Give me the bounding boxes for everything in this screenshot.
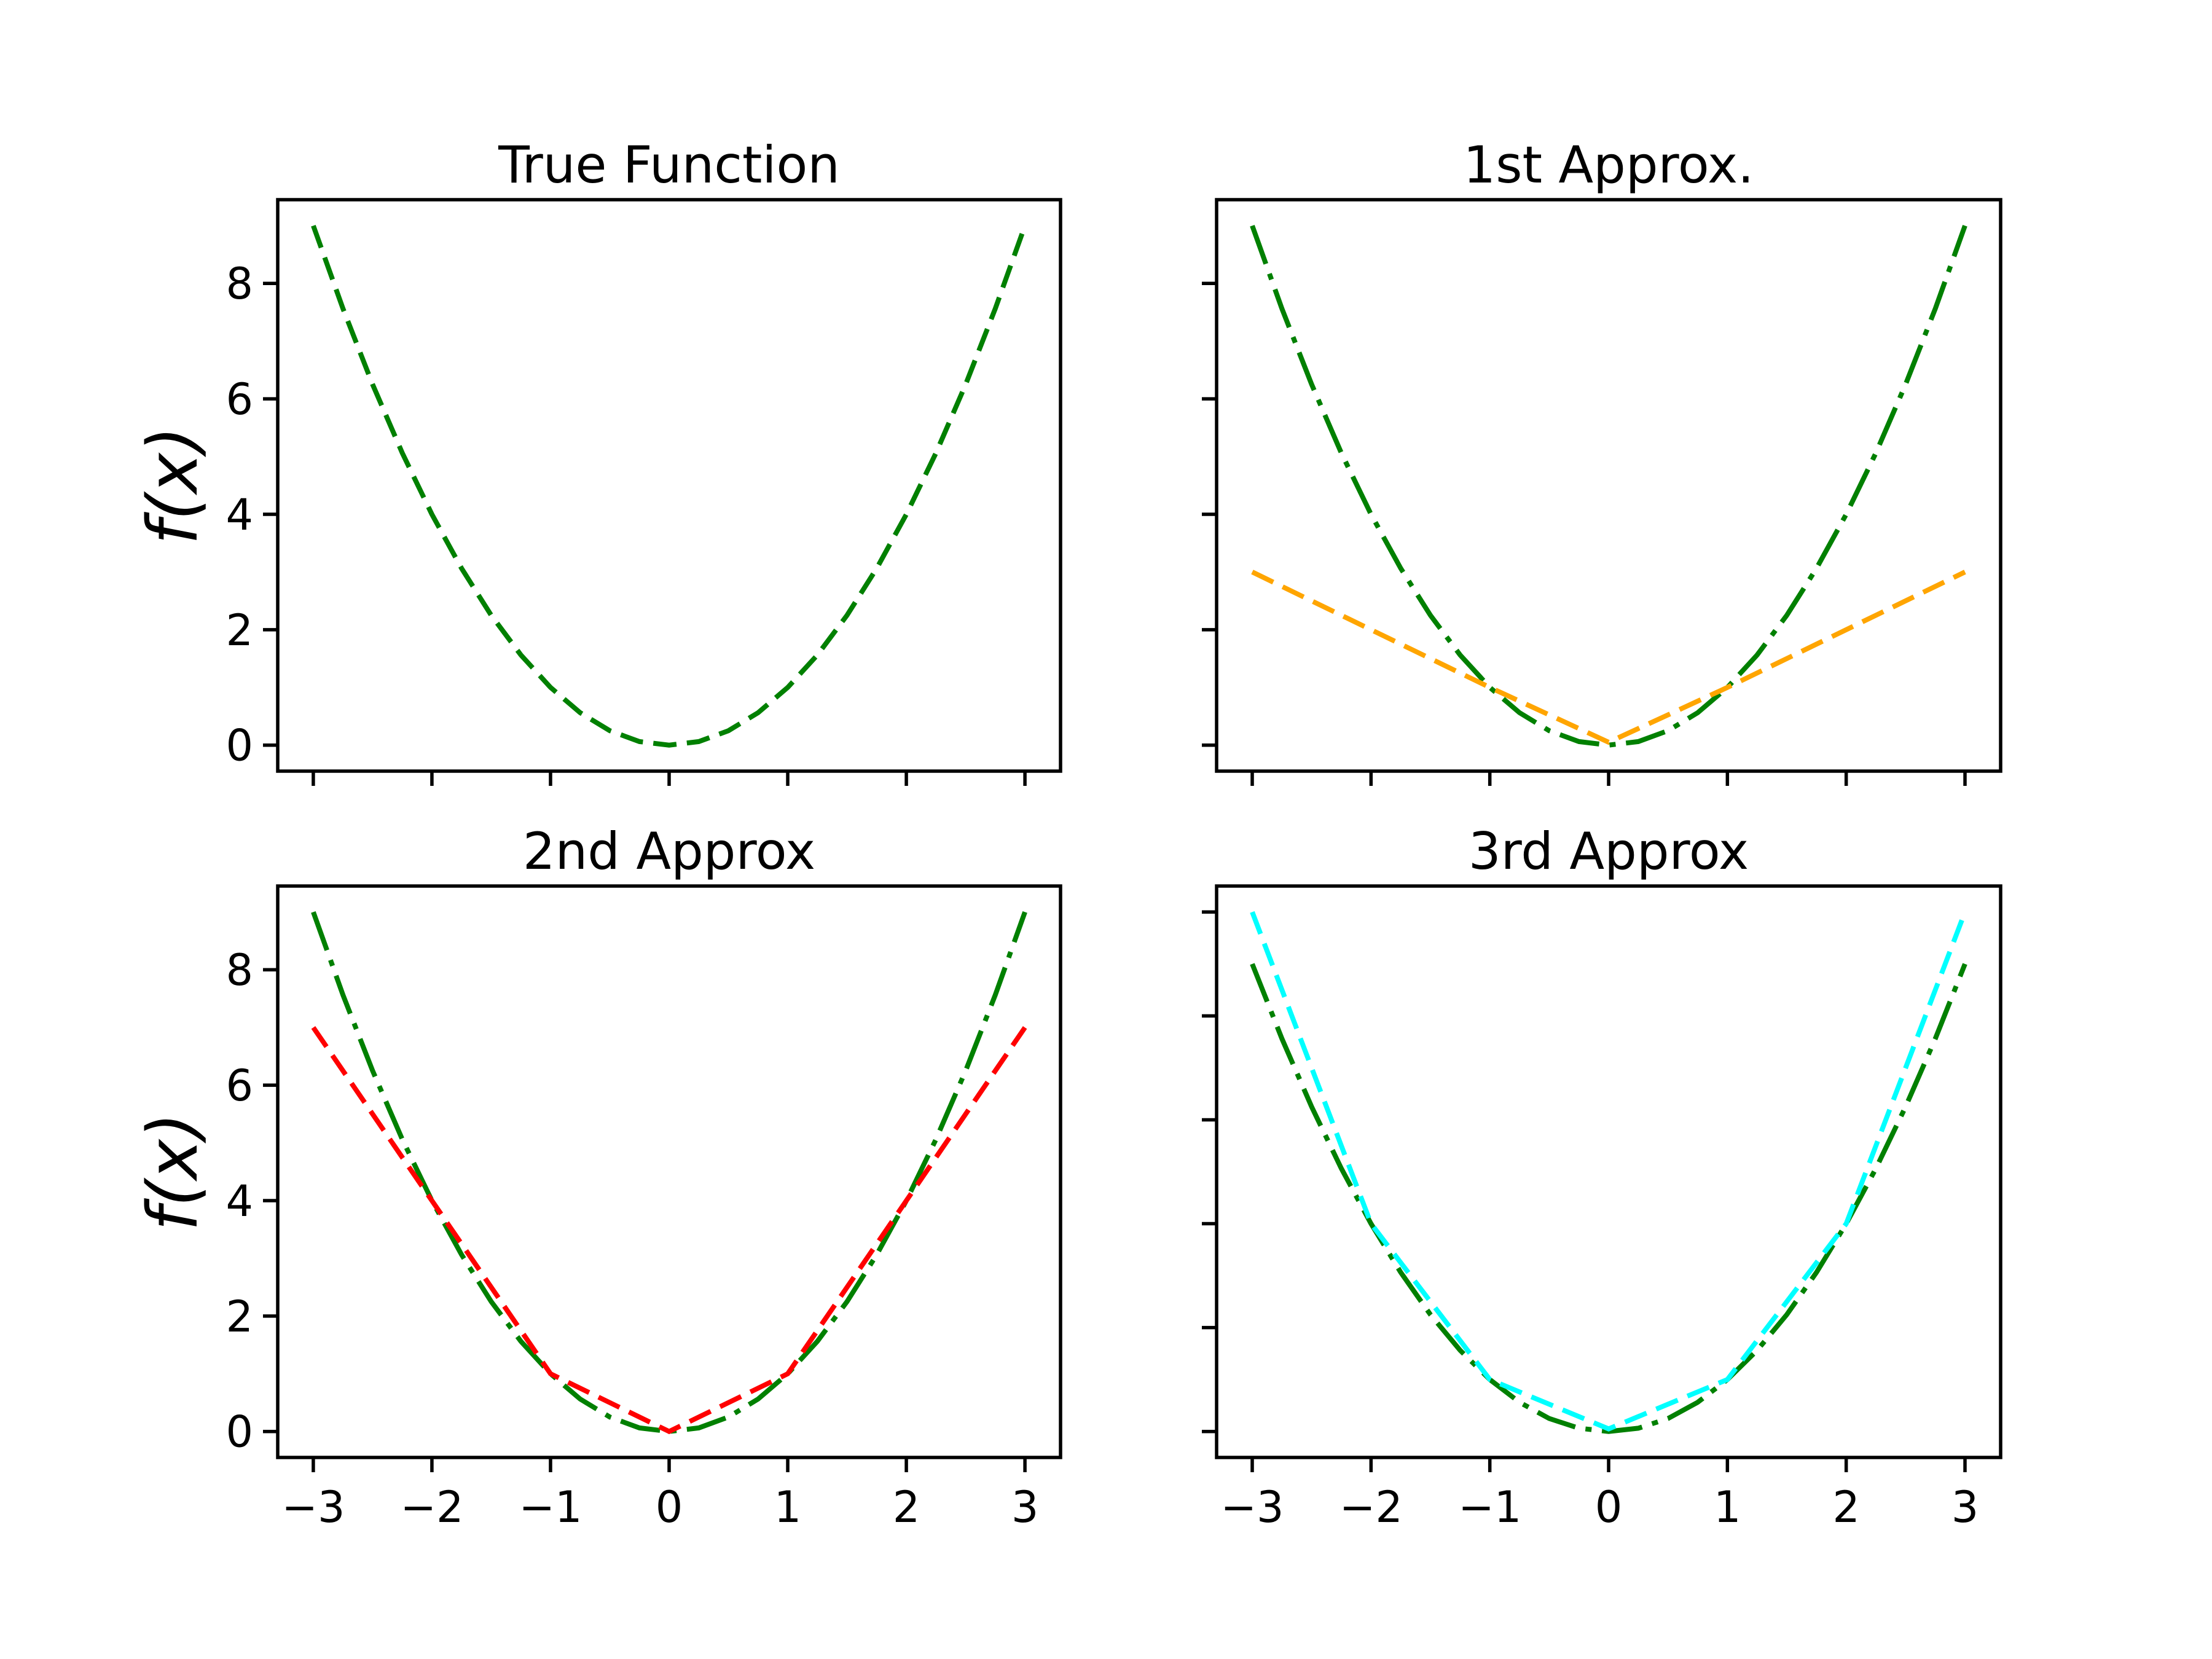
y-tick-label: 6 (226, 374, 253, 425)
subplot-2: 1st Approx. (1202, 135, 2002, 786)
series-line-true-function (311, 224, 1027, 748)
x-tick-label: −1 (1458, 1482, 1521, 1532)
y-tick-label: 8 (226, 259, 253, 309)
y-tick-label: 8 (226, 945, 253, 995)
axes-frame (276, 884, 1062, 1459)
x-tick-label: 2 (893, 1482, 920, 1532)
y-tick-label: 4 (226, 490, 253, 540)
subplot-title: 1st Approx. (1463, 135, 1754, 195)
y-tick-label: 0 (226, 721, 253, 771)
x-tick-label: −3 (281, 1482, 345, 1532)
subplot-4: −3 −2 −1 0 1 2 3 3rd Approx (1202, 822, 2002, 1532)
x-tick-label: −1 (519, 1482, 582, 1532)
subplot-3: −3 −2 −1 0 1 2 3 0 2 4 6 8 2nd Approx f(x) (133, 822, 1062, 1532)
x-tick-label: 1 (774, 1482, 802, 1532)
y-tick-label: 6 (226, 1061, 253, 1111)
series-line-3rd-approximation (1250, 911, 1967, 1432)
axes-frame (276, 198, 1062, 773)
y-tick-label: 2 (226, 1292, 253, 1342)
series-line-2nd-approximation (311, 1026, 1027, 1435)
y-axis-label: f(x) (133, 426, 213, 544)
subplot-title: 2nd Approx (523, 822, 815, 881)
series-line-true-function (1250, 224, 1967, 748)
x-tick-label: −2 (400, 1482, 463, 1532)
x-tick-label: 3 (1011, 1482, 1039, 1532)
x-tick-label: 1 (1714, 1482, 1741, 1532)
x-tick-label: 0 (656, 1482, 683, 1532)
subplot-title: 3rd Approx (1469, 822, 1749, 881)
series-line-true-function (311, 911, 1027, 1434)
y-axis-label: f(x) (133, 1112, 213, 1231)
x-tick-label: 0 (1595, 1482, 1623, 1532)
y-tick-label: 4 (226, 1176, 253, 1226)
subplot-1: 0 2 4 6 8 True Function f(x) (133, 135, 1062, 786)
axes-frame (1215, 884, 2002, 1459)
y-tick-label: 2 (226, 605, 253, 656)
axes-frame (1215, 198, 2002, 773)
x-tick-label: −2 (1339, 1482, 1403, 1532)
x-tick-label: 2 (1832, 1482, 1860, 1532)
y-tick-label: 0 (226, 1407, 253, 1457)
x-tick-label: 3 (1951, 1482, 1979, 1532)
series-line-1st-approximation (1251, 570, 1966, 745)
subplot-title: True Function (498, 135, 840, 195)
x-tick-label: −3 (1220, 1482, 1284, 1532)
